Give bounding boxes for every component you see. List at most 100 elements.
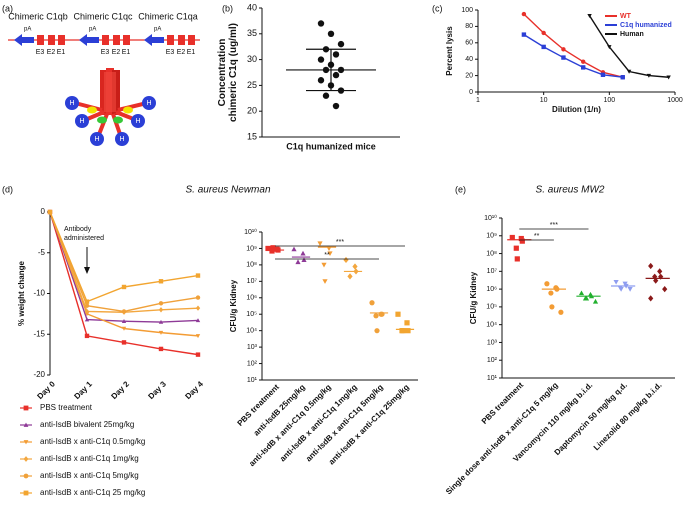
point: [558, 309, 564, 315]
point: [549, 304, 555, 310]
exon: [37, 35, 44, 45]
point: [317, 77, 325, 84]
exon-label: E3: [101, 49, 110, 56]
point: [322, 92, 330, 99]
point: [620, 75, 625, 80]
y-tick-label: 80: [465, 23, 473, 30]
point: [657, 268, 663, 275]
point: [23, 440, 29, 445]
point: [541, 30, 546, 36]
point: [23, 405, 29, 411]
point: [373, 313, 379, 319]
exon: [167, 35, 174, 45]
head: [131, 114, 145, 128]
point: [581, 65, 586, 70]
promoter-label: pA: [154, 27, 161, 33]
y-axis-label: chimeric C1q (ug/ml): [228, 23, 239, 122]
point: [332, 102, 340, 110]
point: [121, 319, 127, 323]
point: [337, 40, 345, 48]
point: [84, 308, 90, 315]
error-bar: [306, 48, 356, 92]
gene-name: Chimeric C1qb: [8, 11, 68, 21]
head-label: H: [69, 100, 74, 107]
exon: [178, 35, 185, 45]
y-tick-label: 30: [247, 54, 257, 64]
heads: [65, 96, 156, 146]
significance-label: **: [534, 233, 540, 240]
y-tick-label: 10³: [487, 339, 498, 346]
y-tick-label: 10⁹: [486, 233, 497, 240]
point: [295, 259, 301, 265]
annotation-arrowhead: [84, 267, 90, 274]
y-tick-label: 10⁹: [246, 245, 257, 252]
legend-label: anti-IsdB x anti-C1q 1mg/kg: [40, 454, 139, 463]
domain: [123, 106, 133, 114]
y-tick-label: 35: [247, 28, 257, 38]
point: [513, 245, 519, 251]
point: [548, 290, 554, 296]
point: [158, 319, 164, 324]
stalk: [104, 72, 116, 112]
panel-label: (b): [222, 3, 233, 13]
chart-title: S. aureus Newman: [185, 185, 270, 196]
exon-label: E2: [112, 49, 121, 56]
exon-label: E3: [166, 49, 175, 56]
exon-label: E3: [36, 49, 45, 56]
y-tick-label: 40: [465, 56, 473, 63]
y-tick-label: 10¹: [487, 375, 498, 382]
x-tick-label: Day 4: [183, 379, 205, 401]
y-tick-label: 10¹⁰: [244, 228, 257, 236]
promoter-arrow: [144, 34, 164, 46]
y-tick-label: -15: [33, 329, 45, 338]
point: [343, 256, 349, 264]
x-tick-label: Day 1: [72, 379, 94, 401]
y-tick-label: 10⁶: [246, 295, 257, 302]
legend-label: Human: [620, 31, 644, 38]
head-label: H: [135, 118, 140, 125]
promoter-label: pA: [89, 27, 96, 33]
arms: [74, 101, 148, 138]
legend-label: anti-IsdB x anti-C1q 25 mg/kg: [40, 488, 145, 497]
point: [646, 73, 652, 78]
point: [374, 328, 380, 334]
point: [23, 490, 29, 496]
domain: [113, 116, 123, 124]
point: [400, 328, 406, 334]
point: [369, 300, 375, 306]
point: [541, 44, 546, 50]
exon: [58, 35, 65, 45]
point: [652, 273, 658, 280]
point: [322, 279, 328, 284]
point: [327, 251, 333, 256]
y-tick-label: 10⁷: [487, 268, 498, 275]
y-tick-label: 0: [469, 89, 473, 96]
point: [195, 295, 201, 300]
x-tick-label: 1: [476, 97, 480, 104]
panel-label: (c): [432, 3, 443, 13]
point: [600, 72, 606, 77]
x-tick-label: Day 2: [109, 379, 131, 401]
point: [405, 328, 411, 334]
legend-label: PBS treatment: [40, 403, 93, 412]
point: [195, 273, 201, 278]
point: [514, 256, 520, 262]
point: [648, 295, 654, 302]
x-tick-label: 10: [540, 97, 548, 104]
y-axis-label: Percent lysis: [445, 26, 454, 76]
head-label: H: [146, 100, 151, 107]
point: [121, 284, 127, 290]
y-tick-label: 10³: [247, 344, 258, 351]
head: [142, 96, 156, 110]
point: [666, 75, 671, 80]
point: [84, 333, 90, 339]
y-tick-label: 0: [41, 207, 46, 216]
gene-diagram: Chimeric C1qb pA E3 E2 E1 Chimeric C1qc …: [8, 11, 200, 56]
y-tick-label: 10¹: [247, 377, 258, 384]
point: [317, 56, 325, 63]
head: [75, 114, 89, 128]
y-axis-label: CFU/g Kidney: [229, 279, 238, 332]
exon-label: E1: [187, 49, 196, 56]
point: [158, 307, 164, 313]
significance-label: ***: [336, 239, 344, 246]
